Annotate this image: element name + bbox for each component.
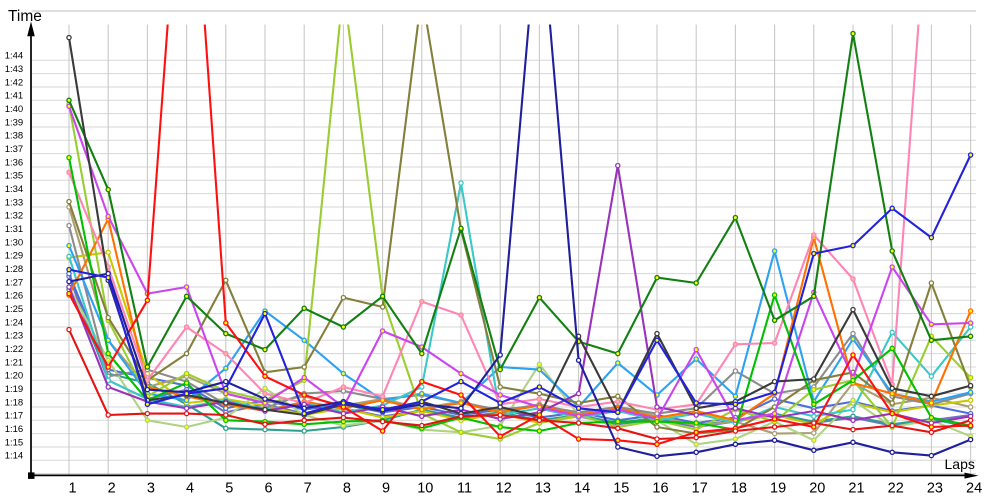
svg-text:1:20: 1:20: [5, 371, 24, 382]
svg-text:1:30: 1:30: [5, 237, 24, 248]
svg-text:1: 1: [68, 481, 76, 497]
svg-text:1:21: 1:21: [5, 357, 24, 368]
svg-text:13: 13: [535, 481, 551, 497]
svg-text:1:36: 1:36: [5, 157, 24, 168]
svg-text:1:40: 1:40: [5, 104, 24, 115]
svg-text:1:44: 1:44: [5, 51, 24, 62]
svg-text:15: 15: [613, 481, 629, 497]
svg-text:1:35: 1:35: [5, 171, 24, 182]
svg-text:1:43: 1:43: [5, 64, 24, 75]
svg-text:8: 8: [343, 481, 351, 497]
svg-text:1:16: 1:16: [5, 424, 24, 435]
svg-text:12: 12: [496, 481, 512, 497]
svg-text:1:34: 1:34: [5, 184, 24, 195]
svg-text:1:15: 1:15: [5, 437, 24, 448]
svg-text:14: 14: [574, 481, 590, 497]
svg-text:21: 21: [848, 481, 864, 497]
svg-text:Laps: Laps: [945, 456, 975, 472]
svg-text:Time: Time: [8, 8, 42, 25]
svg-text:20: 20: [809, 481, 825, 497]
svg-text:2: 2: [108, 481, 116, 497]
svg-text:16: 16: [652, 481, 668, 497]
svg-text:1:38: 1:38: [5, 131, 24, 142]
svg-text:1:23: 1:23: [5, 331, 24, 342]
svg-text:1:33: 1:33: [5, 197, 24, 208]
svg-text:4: 4: [186, 481, 194, 497]
svg-text:23: 23: [927, 481, 943, 497]
svg-text:10: 10: [417, 481, 433, 497]
svg-text:1:27: 1:27: [5, 277, 24, 288]
svg-text:22: 22: [888, 481, 904, 497]
svg-text:1:25: 1:25: [5, 304, 24, 315]
svg-text:9: 9: [382, 481, 390, 497]
svg-text:18: 18: [731, 481, 747, 497]
svg-text:17: 17: [692, 481, 708, 497]
svg-text:19: 19: [770, 481, 786, 497]
svg-text:1:14: 1:14: [5, 451, 24, 462]
svg-text:7: 7: [304, 481, 312, 497]
svg-text:1:41: 1:41: [5, 91, 24, 102]
svg-text:1:39: 1:39: [5, 117, 24, 128]
svg-text:5: 5: [225, 481, 233, 497]
svg-text:1:28: 1:28: [5, 264, 24, 275]
svg-text:11: 11: [457, 481, 472, 497]
svg-text:24: 24: [966, 481, 982, 497]
svg-text:1:29: 1:29: [5, 251, 24, 262]
svg-text:1:19: 1:19: [5, 384, 24, 395]
svg-text:1:24: 1:24: [5, 317, 24, 328]
svg-text:1:26: 1:26: [5, 291, 24, 302]
svg-text:1:37: 1:37: [5, 144, 24, 155]
svg-text:3: 3: [147, 481, 155, 497]
svg-text:1:42: 1:42: [5, 77, 24, 88]
svg-text:1:32: 1:32: [5, 211, 24, 222]
svg-text:1:22: 1:22: [5, 344, 24, 355]
svg-text:6: 6: [264, 481, 272, 497]
svg-text:1:17: 1:17: [5, 411, 24, 422]
svg-text:1:31: 1:31: [5, 224, 24, 235]
svg-text:1:18: 1:18: [5, 397, 24, 408]
